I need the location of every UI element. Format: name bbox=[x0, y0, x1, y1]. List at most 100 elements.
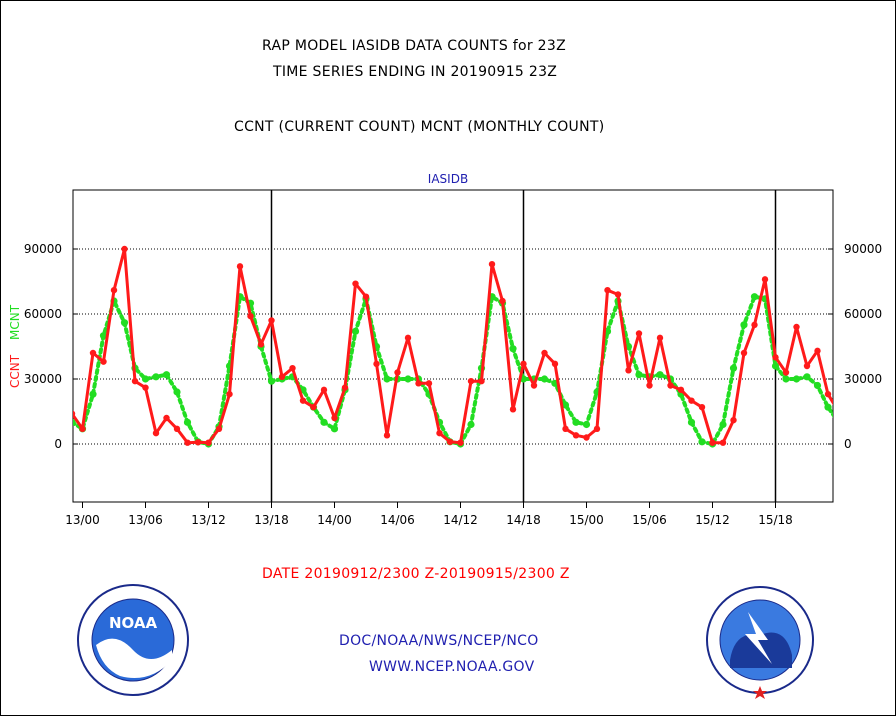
data-point-mcnt bbox=[698, 438, 706, 446]
data-point-ccnt bbox=[184, 439, 191, 446]
data-point-ccnt bbox=[635, 330, 643, 337]
y-tick-label-right: 0 bbox=[844, 437, 852, 451]
data-point-ccnt bbox=[310, 403, 317, 411]
data-point-ccnt bbox=[614, 291, 622, 298]
data-point-ccnt bbox=[268, 317, 275, 324]
data-point-mcnt bbox=[383, 375, 391, 383]
data-point-ccnt bbox=[383, 432, 391, 439]
data-point-ccnt bbox=[730, 416, 737, 424]
data-point-ccnt bbox=[226, 390, 233, 398]
data-point-ccnt bbox=[331, 414, 338, 422]
data-point-ccnt bbox=[782, 369, 790, 376]
data-point-ccnt bbox=[740, 349, 748, 357]
data-point-mcnt bbox=[330, 425, 339, 433]
data-point-ccnt bbox=[551, 360, 559, 368]
data-point-ccnt bbox=[373, 360, 380, 368]
chart-title: IASIDB bbox=[428, 172, 468, 186]
data-point-ccnt bbox=[530, 382, 538, 389]
data-point-ccnt bbox=[299, 397, 307, 404]
data-point-ccnt bbox=[646, 382, 653, 389]
data-point-mcnt bbox=[267, 377, 276, 385]
data-point-ccnt bbox=[352, 280, 359, 287]
data-point-ccnt bbox=[751, 321, 758, 329]
data-point-ccnt bbox=[824, 390, 832, 398]
data-point-ccnt bbox=[698, 403, 706, 411]
data-point-ccnt bbox=[236, 263, 244, 270]
org-text: DOC/NOAA/NWS/NCEP/NCO bbox=[339, 633, 539, 649]
data-point-ccnt bbox=[163, 414, 170, 422]
data-point-ccnt bbox=[215, 425, 223, 433]
data-point-mcnt bbox=[740, 321, 748, 329]
data-point-mcnt bbox=[183, 418, 192, 426]
series-ccnt bbox=[73, 245, 833, 446]
data-point-mcnt bbox=[173, 388, 181, 396]
data-point-ccnt bbox=[257, 341, 265, 348]
data-point-mcnt bbox=[320, 418, 328, 426]
data-point-mcnt bbox=[782, 375, 790, 383]
x-tick-label: 15/06 bbox=[632, 513, 667, 527]
data-point-ccnt bbox=[814, 347, 821, 355]
x-tick-label: 15/12 bbox=[695, 513, 730, 527]
data-point-ccnt bbox=[761, 276, 769, 283]
x-tick-label: 14/12 bbox=[443, 513, 478, 527]
data-point-ccnt bbox=[541, 349, 548, 357]
data-point-mcnt bbox=[572, 418, 580, 426]
x-tick-label: 15/00 bbox=[569, 513, 604, 527]
y-tick-label-right: 90000 bbox=[844, 242, 882, 256]
data-point-mcnt bbox=[89, 390, 97, 398]
data-point-ccnt bbox=[425, 380, 433, 387]
data-point-ccnt bbox=[478, 377, 485, 385]
data-point-mcnt bbox=[771, 362, 780, 370]
data-point-ccnt bbox=[572, 432, 580, 439]
y-tick-label-left: 60000 bbox=[24, 307, 62, 321]
data-point-ccnt bbox=[362, 293, 370, 300]
data-point-mcnt bbox=[582, 420, 591, 429]
data-point-ccnt bbox=[289, 364, 296, 372]
y-tick-label-right: 60000 bbox=[844, 307, 882, 321]
y-axis-title-mcnt: MCNT bbox=[8, 304, 22, 340]
data-point-ccnt bbox=[677, 386, 685, 394]
data-point-mcnt bbox=[835, 419, 842, 426]
data-point-ccnt bbox=[467, 377, 475, 385]
x-tick-label: 13/18 bbox=[254, 513, 289, 527]
data-point-mcnt bbox=[824, 403, 832, 411]
x-tick-label: 13/12 bbox=[191, 513, 226, 527]
data-point-ccnt bbox=[509, 406, 517, 413]
data-point-mcnt bbox=[719, 420, 727, 429]
y-tick-label-left: 0 bbox=[54, 437, 62, 451]
x-tick-label: 14/18 bbox=[506, 513, 541, 527]
y-axis: 0 0 30000 30000 60000 60000 90000 90000 bbox=[24, 242, 882, 451]
data-point-ccnt bbox=[247, 312, 254, 320]
data-point-ccnt bbox=[79, 425, 86, 433]
data-point-mcnt bbox=[540, 375, 549, 383]
data-point-ccnt bbox=[173, 425, 181, 433]
data-point-ccnt bbox=[457, 439, 464, 446]
data-point-mcnt bbox=[656, 371, 664, 379]
x-tick-label: 15/18 bbox=[758, 513, 793, 527]
data-point-ccnt bbox=[709, 439, 716, 446]
y-axis-title-ccnt: CCNT bbox=[8, 354, 22, 388]
data-point-ccnt bbox=[520, 360, 527, 368]
data-point-mcnt bbox=[162, 371, 171, 379]
data-point-mcnt bbox=[141, 375, 150, 383]
data-point-ccnt bbox=[320, 386, 328, 394]
data-point-ccnt bbox=[625, 367, 632, 374]
data-point-ccnt bbox=[404, 334, 412, 342]
data-point-ccnt bbox=[205, 439, 212, 446]
data-point-ccnt bbox=[341, 384, 349, 391]
data-point-ccnt bbox=[667, 382, 674, 389]
data-point-ccnt bbox=[194, 439, 202, 446]
data-point-ccnt bbox=[100, 358, 107, 365]
data-point-mcnt bbox=[561, 401, 570, 409]
data-point-mcnt bbox=[687, 418, 696, 426]
data-point-mcnt bbox=[792, 375, 801, 383]
chart-header-line3: CCNT (CURRENT COUNT) MCNT (MONTHLY COUNT… bbox=[234, 119, 605, 135]
x-tick-label: 14/00 bbox=[317, 513, 352, 527]
data-point-ccnt bbox=[604, 286, 611, 294]
data-point-ccnt bbox=[656, 334, 664, 342]
chart-header-line1: RAP MODEL IASIDB DATA COUNTS for 23Z bbox=[262, 38, 566, 54]
nws-logo bbox=[706, 586, 814, 699]
data-point-mcnt bbox=[803, 373, 811, 381]
data-point-ccnt bbox=[583, 434, 590, 441]
